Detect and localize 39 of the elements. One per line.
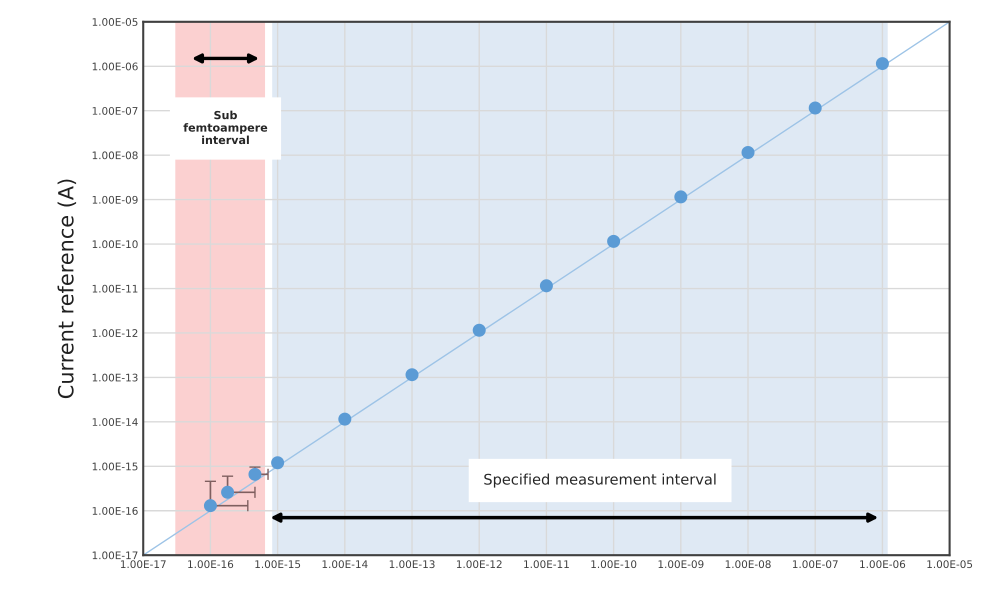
x-tick-label: 1.00E-07 [792, 560, 838, 568]
band-label: Specified measurement interval [484, 473, 716, 488]
y-tick-label: 1.00E-11 [92, 284, 138, 293]
x-tick-label: 1.00E-15 [255, 560, 300, 568]
band-label: Sub femtoampere interval [183, 110, 268, 144]
x-tick-label: 1.00E-13 [390, 560, 435, 568]
x-tick-label: 1.00E-09 [658, 560, 704, 568]
x-tick-label: 1.00E-16 [188, 560, 234, 568]
y-tick-label: 1.00E-15 [92, 462, 138, 470]
point [808, 102, 822, 115]
x-tick-label: 1.00E-06 [860, 560, 906, 568]
point [540, 279, 553, 292]
point [674, 190, 688, 204]
point [472, 324, 486, 337]
y-tick-label: 1.00E-05 [92, 18, 138, 26]
x-tick-label: 1.00E-10 [591, 560, 636, 568]
y-axis-title: Current reference (A) [58, 180, 76, 398]
x-tick-label: 1.00E-08 [726, 560, 771, 568]
point [876, 57, 889, 70]
x-tick-label: 1.00E-17 [120, 560, 166, 568]
y-tick-label: 1.00E-08 [92, 151, 138, 160]
point [338, 412, 352, 426]
y-tick-label: 1.00E-06 [92, 62, 138, 70]
y-tick-label: 1.00E-07 [92, 106, 138, 115]
point [742, 146, 755, 159]
point [607, 234, 620, 248]
x-tick-label: 1.00E-11 [524, 560, 569, 568]
x-tick-label: 1.00E-12 [456, 560, 502, 568]
y-tick-label: 1.00E-12 [92, 329, 138, 338]
y-tick-label: 1.00E-13 [92, 374, 138, 382]
y-tick-label: 1.00E-16 [92, 506, 138, 515]
y-tick-label: 1.00E-09 [92, 196, 138, 204]
x-tick-label: 1.00E-05 [927, 560, 972, 568]
x-tick-label: 1.00E-14 [322, 560, 368, 568]
y-tick-label: 1.00E-10 [92, 240, 138, 248]
y-tick-label: 1.00E-17 [92, 551, 138, 560]
point [271, 456, 284, 470]
y-tick-label: 1.00E-14 [92, 418, 138, 426]
point [406, 368, 419, 382]
